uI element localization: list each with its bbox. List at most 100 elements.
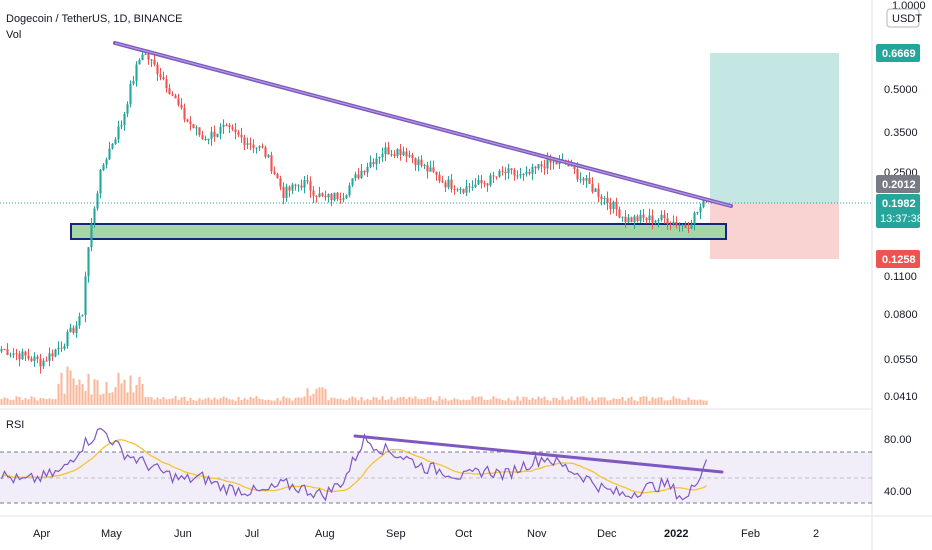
volume-bar bbox=[225, 397, 228, 405]
volume-bar bbox=[453, 398, 456, 405]
candle-body bbox=[150, 59, 153, 61]
volume-bar bbox=[702, 400, 705, 405]
volume-bar bbox=[162, 397, 165, 405]
candle-body bbox=[276, 173, 279, 179]
currency-box[interactable] bbox=[886, 8, 920, 28]
volume-bar bbox=[96, 380, 99, 405]
candle-body bbox=[96, 193, 99, 209]
volume-bar bbox=[90, 394, 93, 405]
volume-bar bbox=[270, 400, 273, 405]
candle-body bbox=[339, 199, 342, 201]
volume-bar bbox=[252, 398, 255, 405]
volume-bar bbox=[111, 392, 114, 405]
stop-price-tag[interactable] bbox=[876, 250, 920, 268]
volume-bar bbox=[357, 400, 360, 405]
candle-body bbox=[384, 147, 387, 155]
volume-bar bbox=[15, 396, 18, 405]
stop-zone[interactable] bbox=[710, 203, 839, 259]
volume-bar bbox=[432, 400, 435, 405]
volume-bar bbox=[636, 400, 639, 405]
volume-bar bbox=[18, 396, 21, 405]
candle-body bbox=[615, 201, 618, 210]
volume-bar bbox=[666, 400, 669, 405]
rsi-divergence-line[interactable] bbox=[353, 434, 724, 474]
candle-body bbox=[579, 178, 582, 180]
chart-title: Dogecoin / TetherUS, 1D, BINANCE bbox=[6, 13, 182, 25]
candle-body bbox=[429, 167, 432, 172]
candle-body bbox=[648, 215, 651, 221]
volume-bar bbox=[579, 396, 582, 405]
support-zone[interactable] bbox=[70, 223, 727, 240]
volume-bar bbox=[369, 400, 372, 405]
candle-body bbox=[501, 170, 504, 172]
volume-bar bbox=[156, 397, 159, 405]
candle-body bbox=[639, 214, 642, 222]
candle-body bbox=[552, 161, 555, 163]
volume-bar bbox=[564, 400, 567, 405]
candle-body bbox=[489, 175, 492, 186]
candle-body bbox=[102, 164, 105, 171]
candle-body bbox=[69, 327, 72, 333]
volume-bar bbox=[279, 400, 282, 405]
volume-bar bbox=[477, 396, 480, 405]
day-2: 2 bbox=[813, 528, 819, 540]
candle-body bbox=[282, 186, 285, 199]
volume-bar bbox=[276, 398, 279, 405]
candle-body bbox=[204, 139, 207, 141]
volume-bar bbox=[447, 400, 450, 405]
volume-bar bbox=[684, 400, 687, 405]
volume-bar bbox=[186, 400, 189, 405]
volume-bar bbox=[402, 396, 405, 405]
candle-body bbox=[303, 180, 306, 188]
volume-bar bbox=[405, 398, 408, 405]
volume-bar bbox=[393, 400, 396, 405]
candle-body bbox=[141, 54, 144, 61]
target-zone[interactable] bbox=[710, 53, 839, 203]
candle-body bbox=[156, 64, 159, 75]
candle-body bbox=[690, 224, 693, 229]
volume-bar bbox=[426, 397, 429, 405]
month-apr: Apr bbox=[33, 528, 50, 540]
candle-body bbox=[33, 356, 36, 361]
candle-body bbox=[324, 196, 327, 198]
volume-bar bbox=[657, 397, 660, 405]
time-axis[interactable]: Apr May Jun Jul Aug Sep Oct Nov Dec 2022… bbox=[33, 528, 819, 540]
candle-body bbox=[387, 147, 390, 155]
candle-body bbox=[381, 154, 384, 158]
candle-body bbox=[519, 174, 522, 176]
candle-body bbox=[81, 315, 84, 317]
candle-body bbox=[378, 157, 381, 159]
volume-bar bbox=[495, 398, 498, 405]
volume-bar bbox=[687, 397, 690, 405]
candle-body bbox=[21, 351, 24, 360]
volume-bar bbox=[207, 397, 210, 405]
volume-bar bbox=[213, 397, 216, 405]
candle-body bbox=[702, 199, 705, 208]
volume-bar bbox=[237, 396, 240, 405]
volume-bar bbox=[438, 396, 441, 405]
month-may: May bbox=[101, 528, 122, 540]
candle-body bbox=[354, 174, 357, 179]
candle-body bbox=[360, 170, 363, 179]
candle-body bbox=[243, 137, 246, 145]
candle-body bbox=[342, 198, 345, 200]
candle-body bbox=[645, 217, 648, 221]
volume-bar bbox=[534, 399, 537, 405]
volume-bar bbox=[360, 396, 363, 405]
month-jun: Jun bbox=[174, 528, 192, 540]
volume-bar bbox=[30, 396, 33, 405]
candle-body bbox=[300, 185, 303, 188]
price-axis[interactable]: 1.0000 USDT 0.5000 0.3500 0.2500 0.1100 … bbox=[884, 0, 926, 403]
close-price-tag[interactable] bbox=[876, 175, 920, 193]
candle-body bbox=[465, 186, 468, 193]
volume-bar bbox=[87, 373, 90, 405]
candle-body bbox=[624, 216, 627, 223]
candle-body bbox=[330, 194, 333, 201]
volume-bar bbox=[474, 397, 477, 405]
candle-body bbox=[483, 183, 486, 185]
candle-body bbox=[312, 190, 315, 196]
last-price-tag[interactable] bbox=[876, 194, 920, 228]
target-price-tag[interactable] bbox=[876, 44, 920, 62]
volume-bar bbox=[555, 398, 558, 405]
